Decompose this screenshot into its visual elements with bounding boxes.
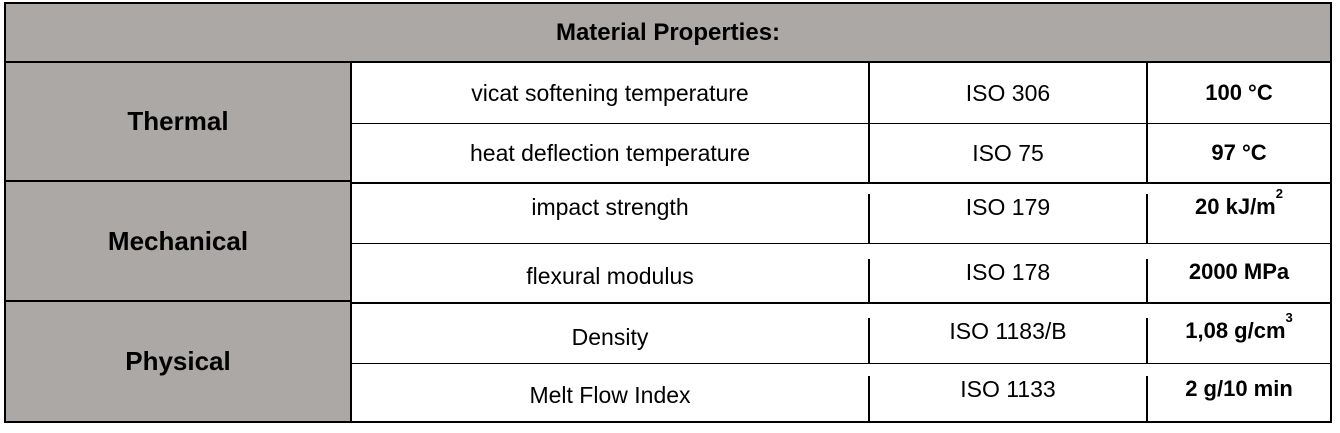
standard-cell: ISO 1183/B (870, 318, 1148, 363)
table-row: heat deflection temperature ISO 75 97 °C (352, 124, 1330, 184)
standard-cell: ISO 306 (870, 63, 1148, 123)
value-text: 1,08 g/cm (1185, 318, 1286, 343)
material-properties-table: Material Properties: Thermal Mechanical … (4, 2, 1332, 423)
value-cell: 20 kJ/m 2 (1195, 186, 1283, 219)
property-cell: heat deflection temperature (352, 124, 870, 182)
value-cell: 2 g/10 min (1185, 376, 1293, 401)
category-mechanical: Mechanical (6, 182, 352, 302)
property-cell: Density (352, 318, 870, 363)
property-cell: flexural modulus (352, 259, 870, 302)
table-row: impact strength ISO 179 20 kJ/m 2 (352, 184, 1330, 244)
table-row: Melt Flow Index ISO 1133 2 g/10 min (352, 364, 1330, 421)
table-row: Density ISO 1183/B 1,08 g/cm 3 (352, 304, 1330, 364)
value-text: 20 kJ/m (1195, 194, 1276, 219)
table-row: vicat softening temperature ISO 306 100 … (352, 63, 1330, 124)
table-title: Material Properties: (6, 4, 1330, 63)
value-cell: 97 °C (1211, 140, 1267, 165)
value-cell: 100 °C (1205, 80, 1273, 105)
category-physical: Physical (6, 302, 352, 421)
property-cell: Melt Flow Index (352, 376, 870, 421)
standard-cell: ISO 75 (870, 124, 1148, 182)
property-cell: vicat softening temperature (352, 63, 870, 123)
category-thermal: Thermal (6, 63, 352, 182)
table-row: flexural modulus ISO 178 2000 MPa (352, 244, 1330, 304)
value-cell: 1,08 g/cm 3 (1185, 310, 1293, 343)
standard-cell: ISO 178 (870, 259, 1148, 302)
standard-cell: ISO 1133 (870, 376, 1148, 421)
value-cell: 2000 MPa (1188, 259, 1290, 284)
standard-cell: ISO 179 (870, 194, 1148, 243)
property-cell: impact strength (352, 194, 870, 243)
